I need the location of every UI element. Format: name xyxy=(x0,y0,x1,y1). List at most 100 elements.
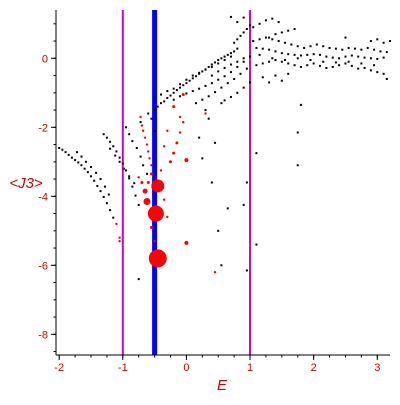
data-point-black-221 xyxy=(261,76,264,79)
data-point-black-236 xyxy=(226,207,229,210)
data-point-black-209 xyxy=(382,72,385,75)
data-point-black-205 xyxy=(357,67,360,70)
data-point-black-235 xyxy=(245,269,248,272)
y-tick-label-3: -6 xyxy=(38,260,48,272)
data-point-black-15 xyxy=(105,202,108,205)
x-axis-title: E xyxy=(217,377,228,394)
x-tick-label-2: 0 xyxy=(183,362,189,374)
data-point-black-201 xyxy=(331,65,334,68)
x-tick-label-0: -2 xyxy=(54,362,64,374)
data-point-black-95 xyxy=(172,98,175,101)
data-point-black-191 xyxy=(268,60,271,63)
x-tick-label-5: 3 xyxy=(374,362,380,374)
data-point-black-46 xyxy=(131,140,134,143)
data-point-black-117 xyxy=(223,99,226,102)
data-point-red-1 xyxy=(147,205,164,222)
data-point-black-48 xyxy=(139,155,142,158)
data-point-black-17 xyxy=(112,216,115,219)
data-point-black-217 xyxy=(334,61,337,64)
y-axis-title: <J3> xyxy=(9,175,43,192)
data-point-black-114 xyxy=(239,72,242,75)
data-point-black-40 xyxy=(118,160,121,163)
data-point-black-185 xyxy=(363,56,366,59)
data-point-black-20 xyxy=(84,160,87,163)
data-point-red-22 xyxy=(178,131,182,134)
data-point-black-222 xyxy=(274,74,277,77)
data-point-red-21 xyxy=(182,120,185,124)
data-point-red-37 xyxy=(181,93,185,97)
data-point-black-195 xyxy=(293,64,296,67)
data-point-black-196 xyxy=(299,65,302,68)
data-point-black-243 xyxy=(229,15,232,18)
data-point-black-241 xyxy=(204,109,207,112)
data-point-black-122 xyxy=(210,74,213,77)
data-point-black-198 xyxy=(312,62,315,65)
data-point-black-140 xyxy=(242,16,245,19)
data-point-black-77 xyxy=(220,57,223,60)
data-point-red-18 xyxy=(139,115,142,119)
data-point-black-110 xyxy=(214,91,217,94)
data-point-black-175 xyxy=(299,54,302,57)
data-point-black-89 xyxy=(198,71,201,74)
data-point-black-118 xyxy=(229,95,232,98)
data-point-black-200 xyxy=(325,66,328,69)
y-tick-label-0: 0 xyxy=(42,53,48,65)
data-point-black-5 xyxy=(74,159,77,162)
data-point-black-21 xyxy=(89,165,92,168)
data-point-black-225 xyxy=(280,79,283,82)
data-point-black-16 xyxy=(109,209,112,212)
data-point-black-25 xyxy=(107,193,110,196)
data-point-red-36 xyxy=(166,129,169,132)
data-point-red-12 xyxy=(148,157,151,160)
data-point-black-34 xyxy=(128,177,131,180)
data-point-black-57 xyxy=(156,105,159,108)
data-point-black-224 xyxy=(268,81,271,84)
data-point-black-170 xyxy=(268,48,271,51)
data-point-black-136 xyxy=(264,19,267,22)
data-point-black-45 xyxy=(128,133,131,136)
data-point-black-125 xyxy=(229,63,232,66)
data-point-black-173 xyxy=(287,53,290,56)
data-point-black-111 xyxy=(220,86,223,89)
data-point-black-80 xyxy=(229,52,232,55)
data-point-black-58 xyxy=(159,102,162,105)
data-point-black-23 xyxy=(99,178,102,181)
data-point-red-6 xyxy=(146,181,150,184)
data-point-black-87 xyxy=(185,78,188,81)
data-point-black-130 xyxy=(236,38,239,41)
data-point-black-188 xyxy=(382,56,385,59)
data-point-black-27 xyxy=(105,136,108,139)
data-point-black-149 xyxy=(271,38,274,41)
data-point-black-169 xyxy=(261,47,264,50)
data-point-black-167 xyxy=(385,51,388,54)
ticks-layer: -2 -1 0 1 2 3 0 -2 -4 -6 -8 xyxy=(38,23,380,374)
data-point-black-164 xyxy=(366,46,369,49)
data-point-black-119 xyxy=(236,91,239,94)
data-point-black-208 xyxy=(376,71,379,74)
data-point-black-151 xyxy=(284,41,287,44)
data-point-black-145 xyxy=(293,27,296,30)
data-point-black-143 xyxy=(280,31,283,34)
data-point-red-28 xyxy=(213,271,217,274)
data-point-black-92 xyxy=(217,62,220,65)
data-point-black-6 xyxy=(77,161,80,164)
data-point-black-49 xyxy=(142,164,145,167)
data-point-black-7 xyxy=(80,164,83,167)
data-point-black-14 xyxy=(102,195,105,198)
data-point-black-135 xyxy=(258,22,261,25)
y-tick-label-1: -2 xyxy=(38,122,48,134)
data-point-black-237 xyxy=(210,181,213,184)
data-point-black-139 xyxy=(236,21,239,24)
data-point-red-11 xyxy=(150,164,153,167)
data-point-black-231 xyxy=(242,203,245,206)
data-point-black-60 xyxy=(166,96,169,99)
data-point-black-123 xyxy=(217,70,220,73)
data-point-red-4 xyxy=(142,188,148,194)
data-point-red-24 xyxy=(172,151,176,155)
data-point-black-213 xyxy=(284,59,287,62)
data-point-black-183 xyxy=(350,54,353,57)
data-point-black-239 xyxy=(198,136,201,139)
data-point-black-215 xyxy=(309,59,312,62)
data-point-black-1 xyxy=(61,148,64,151)
data-point-black-128 xyxy=(249,55,252,58)
